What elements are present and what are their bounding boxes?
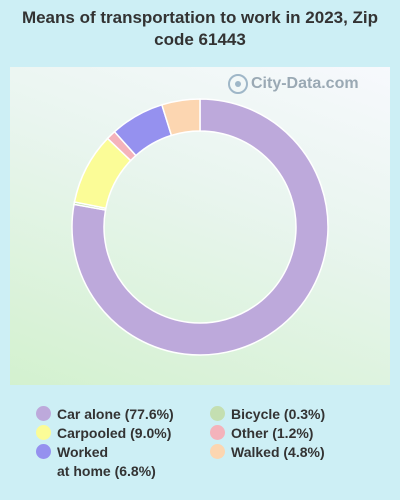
legend-item-walked: Walked (4.8%) (210, 443, 325, 462)
slice-walked (160, 98, 201, 137)
watermark-text: City-Data.com (251, 75, 359, 92)
legend-label-worked-at-home: Worked at home (6.8%) (57, 443, 156, 481)
legend-item-carpooled: Carpooled (9.0%) (36, 424, 171, 443)
legend-swatch-car-alone (36, 406, 51, 421)
watermark: City-Data.com (228, 74, 359, 94)
donut-chart (71, 98, 329, 356)
legend-label-car-alone: Car alone (77.6%) (57, 406, 174, 422)
legend-item-bicycle: Bicycle (0.3%) (210, 405, 325, 424)
legend-swatch-bicycle (210, 406, 225, 421)
legend-label-other: Other (1.2%) (231, 425, 314, 441)
legend-swatch-walked (210, 444, 225, 459)
legend-label-bicycle: Bicycle (0.3%) (231, 406, 326, 422)
legend-label-carpooled: Carpooled (9.0%) (57, 425, 172, 441)
legend-item-other: Other (1.2%) (210, 424, 313, 443)
chart-title-text: Means of transportation to work in 2023,… (21, 8, 379, 49)
legend-swatch-other (210, 425, 225, 440)
legend-label-walked: Walked (4.8%) (231, 444, 325, 460)
chart-title: Means of transportation to work in 2023,… (0, 7, 400, 51)
city-data-logo-icon (228, 74, 248, 94)
legend-swatch-carpooled (36, 425, 51, 440)
legend-item-car-alone: Car alone (77.6%) (36, 405, 174, 424)
legend-swatch-worked-at-home (36, 444, 51, 459)
legend-label-worked-at-home-line2: at home (6.8%) (57, 463, 156, 479)
legend-label-worked-at-home-line1: Worked (57, 444, 109, 460)
legend: Car alone (77.6%) Carpooled (9.0%) Worke… (0, 400, 400, 500)
donut-slices (71, 98, 329, 356)
slice-car-alone (71, 98, 329, 356)
legend-item-worked-at-home: Worked at home (6.8%) (36, 443, 156, 481)
